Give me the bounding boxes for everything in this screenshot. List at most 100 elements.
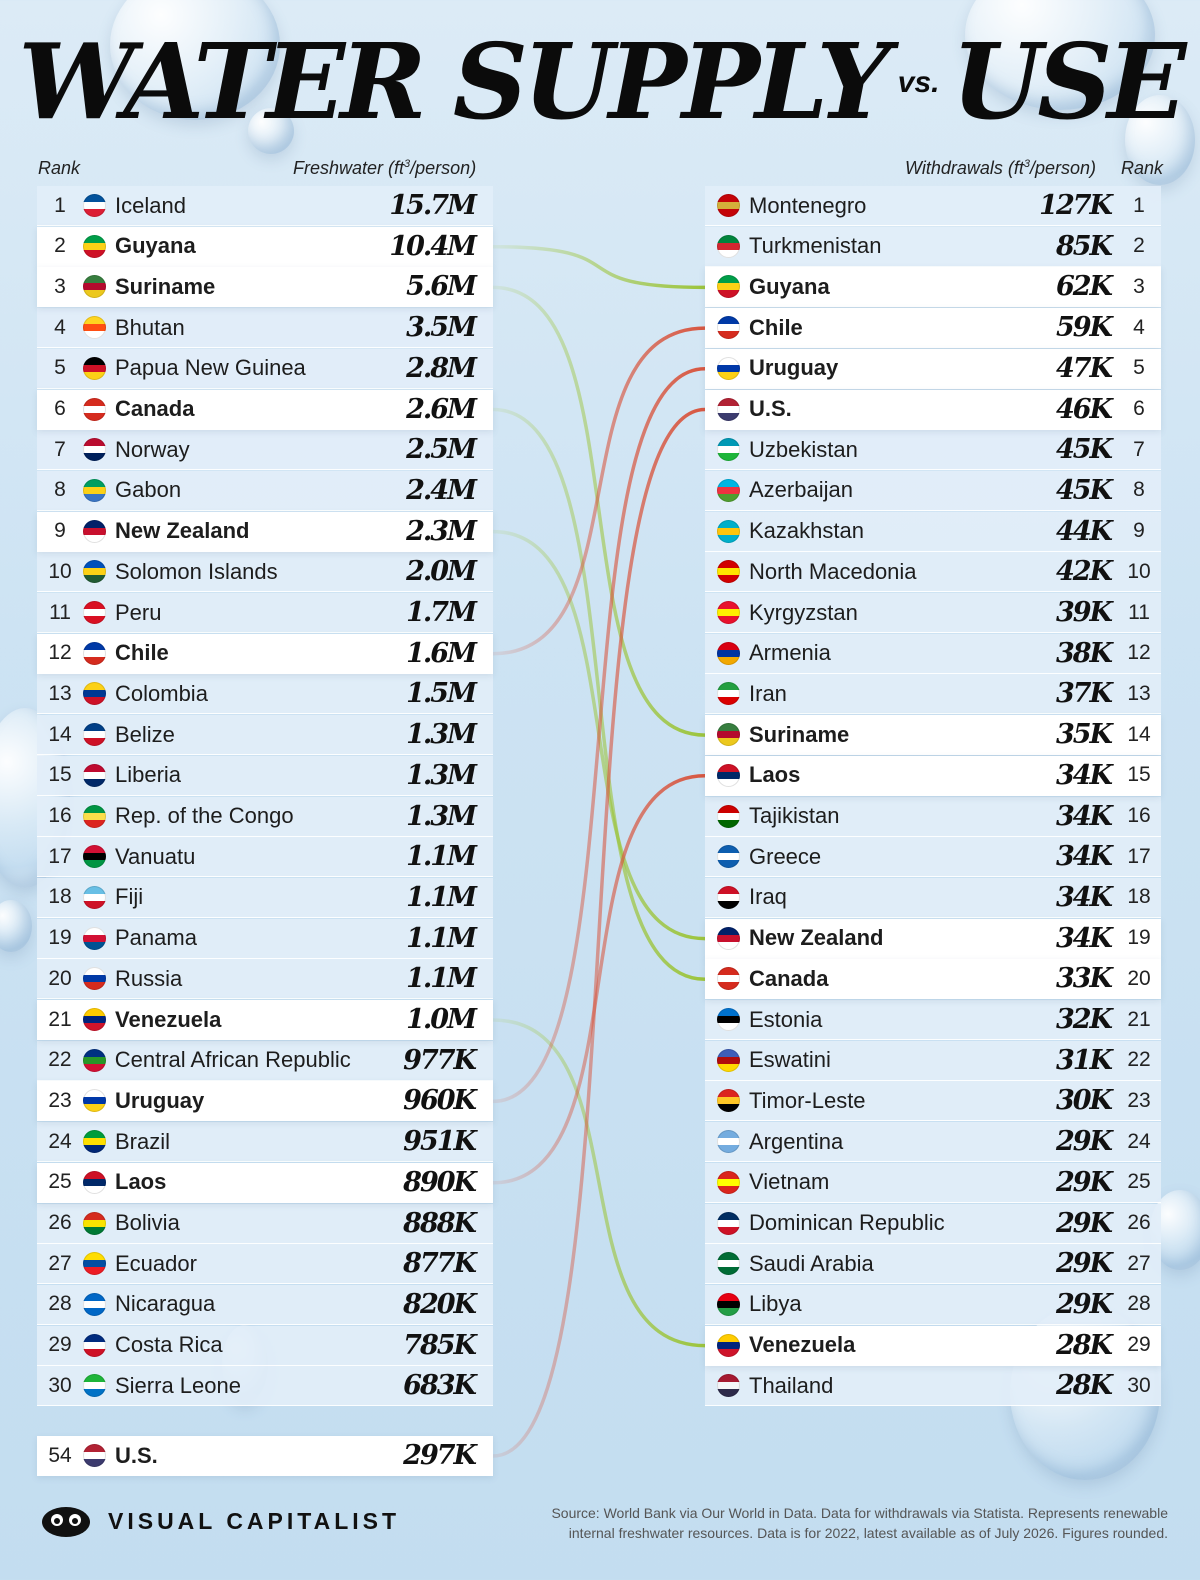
- rank-number: 6: [54, 397, 66, 420]
- value-label: 29K: [1055, 1166, 1113, 1198]
- country-name: U.S.: [749, 396, 792, 421]
- flag-icon: [83, 601, 106, 624]
- rank-number: 16: [1127, 804, 1151, 827]
- freshwater-row: 1 Iceland 15.7M: [37, 186, 493, 226]
- freshwater-row: 8 Gabon 2.4M: [37, 470, 493, 511]
- country-name: Nicaragua: [115, 1291, 216, 1317]
- flag-icon: [83, 967, 106, 991]
- rank-number: 1: [54, 193, 66, 217]
- value-label: 29K: [1055, 1207, 1113, 1239]
- country-name: Iceland: [115, 192, 186, 218]
- withdrawals-row: Azerbaijan 45K 8: [705, 470, 1161, 511]
- freshwater-row: 2 Guyana 10.4M: [37, 226, 493, 267]
- flag-icon: [83, 1170, 106, 1194]
- rank-number: 13: [48, 681, 72, 705]
- rank-number: 24: [48, 1129, 72, 1153]
- rank-header-right: Rank: [1121, 158, 1164, 178]
- connector-suriname: [492, 285, 706, 737]
- freshwater-row: 11 Peru 1.7M: [37, 593, 493, 633]
- country-name: Ecuador: [115, 1250, 197, 1276]
- rank-number: 9: [1133, 519, 1145, 543]
- value-label: 44K: [1055, 515, 1113, 547]
- value-label: 28K: [1055, 1370, 1113, 1402]
- freshwater-row: 19 Panama 1.1M: [37, 918, 493, 959]
- rank-number: 20: [48, 966, 72, 990]
- value-label: 1.1M: [406, 922, 477, 954]
- value-label: 977K: [403, 1044, 477, 1076]
- rank-number: 25: [1127, 1170, 1151, 1194]
- withdrawals-row: Turkmenistan 85K 2: [705, 226, 1161, 267]
- rank-number: 15: [48, 763, 72, 787]
- freshwater-row: 18 Fiji 1.1M: [37, 877, 493, 918]
- value-label: 31K: [1055, 1044, 1113, 1076]
- value-label: 2.4M: [406, 474, 477, 506]
- country-name: Kazakhstan: [749, 518, 864, 544]
- rank-number: 1: [1133, 193, 1145, 217]
- withdrawals-row: New Zealand 34K 19: [705, 918, 1161, 959]
- value-label: 85K: [1055, 230, 1113, 262]
- country-name: Saudi Arabia: [749, 1250, 874, 1276]
- freshwater-header: Freshwater (ft3/person): [293, 158, 477, 178]
- rank-number: 7: [54, 437, 66, 461]
- value-label: 34K: [1055, 800, 1113, 832]
- country-name: Eswatini: [749, 1047, 831, 1073]
- freshwater-row: 25 Laos 890K: [37, 1162, 493, 1203]
- withdrawals-row: Saudi Arabia 29K 27: [705, 1244, 1161, 1285]
- country-name: Guyana: [115, 233, 196, 259]
- flag-icon: [83, 1292, 106, 1316]
- rank-number: 15: [1127, 763, 1151, 787]
- country-name: Peru: [115, 599, 162, 625]
- flag-icon: [83, 1252, 106, 1276]
- flag-icon: [717, 723, 740, 747]
- value-label: 1.1M: [406, 963, 477, 995]
- withdrawals-row: Laos 34K 15: [705, 755, 1161, 796]
- flag-icon: [717, 275, 740, 299]
- flag-icon: [717, 1374, 740, 1398]
- flag-icon: [717, 397, 740, 421]
- flag-icon: [83, 560, 106, 584]
- freshwater-row: 54 U.S. 297K: [37, 1436, 493, 1476]
- flag-icon: [83, 723, 106, 747]
- rank-number: 13: [1127, 681, 1151, 705]
- country-name: Venezuela: [749, 1332, 856, 1358]
- country-name: Turkmenistan: [749, 233, 882, 259]
- withdrawals-row: Uruguay 47K 5: [705, 348, 1161, 389]
- value-label: 1.3M: [406, 719, 477, 751]
- withdrawals-row: Tajikistan 34K 16: [705, 796, 1161, 837]
- visual-capitalist-logo-icon: [42, 1507, 90, 1537]
- freshwater-row: 17 Vanuatu 1.1M: [37, 837, 493, 878]
- value-label: 951K: [403, 1126, 477, 1158]
- rank-number: 18: [1127, 885, 1151, 909]
- flag-icon: [717, 560, 740, 584]
- rank-number: 8: [54, 478, 66, 502]
- rank-number: 21: [48, 1007, 72, 1031]
- flag-icon: [83, 397, 106, 421]
- value-label: 890K: [403, 1166, 477, 1198]
- flag-icon: [717, 1292, 740, 1316]
- chart-title: WATER SUPPLY vs. USE: [18, 20, 1186, 143]
- country-name: Estonia: [749, 1006, 823, 1032]
- country-name: Iraq: [749, 884, 787, 910]
- freshwater-row: 20 Russia 1.1M: [37, 959, 493, 1000]
- freshwater-row: 5 Papua New Guinea 2.8M: [37, 348, 493, 389]
- withdrawals-row: Suriname 35K 14: [705, 715, 1161, 756]
- country-name: New Zealand: [115, 518, 250, 544]
- rank-number: 10: [48, 559, 72, 583]
- rank-number: 5: [54, 356, 66, 380]
- withdrawals-row: Vietnam 29K 25: [705, 1162, 1161, 1203]
- country-name: Uzbekistan: [749, 436, 858, 462]
- value-label: 34K: [1055, 922, 1113, 954]
- withdrawals-row: Canada 33K 20: [705, 959, 1161, 1000]
- flag-icon: [82, 1048, 106, 1072]
- country-name: Suriname: [115, 273, 216, 299]
- freshwater-row: 9 New Zealand 2.3M: [37, 511, 493, 552]
- flag-icon: [717, 763, 740, 787]
- flag-icon: [717, 601, 740, 624]
- connector-chile: [492, 326, 706, 656]
- country-name: Armenia: [749, 640, 831, 666]
- rank-number: 27: [48, 1251, 72, 1275]
- withdrawals-row: U.S. 46K 6: [705, 389, 1161, 430]
- value-label: 2.0M: [406, 556, 477, 588]
- country-name: Belize: [115, 721, 175, 747]
- country-name: Laos: [749, 762, 801, 788]
